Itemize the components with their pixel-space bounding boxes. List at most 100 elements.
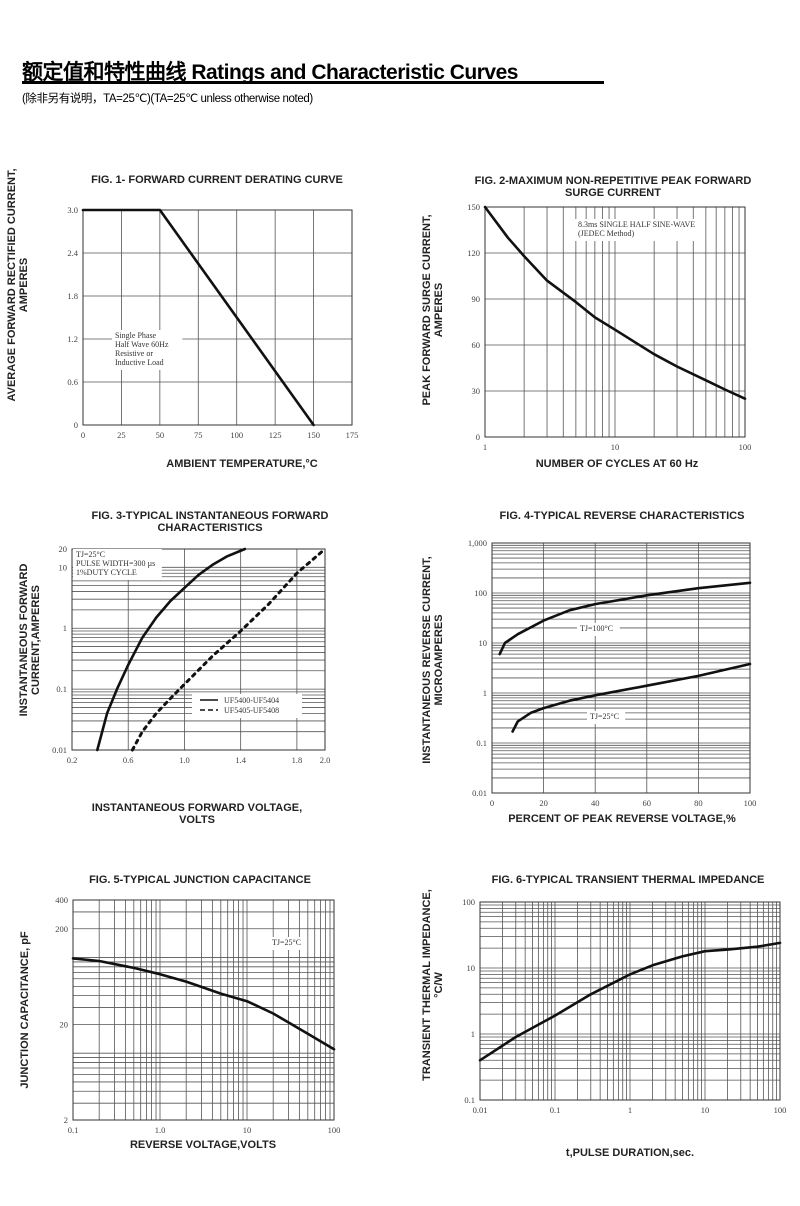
annotation-bg bbox=[575, 219, 706, 241]
y-tick-label: 100 bbox=[462, 897, 475, 907]
annotation-text: Single Phase bbox=[115, 331, 157, 340]
y-tick-label: 20 bbox=[60, 1019, 69, 1029]
plot-frame bbox=[82, 209, 353, 426]
y-tick-label: 60 bbox=[472, 340, 481, 350]
y-tick-label: 0.01 bbox=[52, 745, 67, 755]
x-tick-label: 100 bbox=[230, 430, 243, 440]
y-tick-label: 0.1 bbox=[476, 738, 487, 748]
y-tick-label: 0.01 bbox=[472, 788, 487, 798]
annotation-text: 8.3ms SINGLE HALF SINE-WAVE bbox=[578, 220, 695, 229]
y-tick-label: 120 bbox=[467, 248, 480, 258]
y-tick-label: 100 bbox=[474, 588, 487, 598]
x-tick-label: 150 bbox=[307, 430, 320, 440]
chart-fig-2: 1 10 100 0 30 60 90 120 150 FIG. 2-MAXIMUM NON-RE… bbox=[421, 175, 751, 470]
plot-frame bbox=[491, 542, 751, 794]
y-tick-label: 10 bbox=[479, 638, 488, 648]
chart-title: FIG. 2-MAXIMUM NON-REPETITIVE PEAK FORWA… bbox=[475, 175, 752, 187]
x-axis-label: AMBIENT TEMPERATURE,°C bbox=[166, 458, 318, 470]
x-tick-label: 175 bbox=[346, 430, 359, 440]
x-axis-label: NUMBER OF CYCLES AT 60 Hz bbox=[536, 458, 699, 470]
y-axis-label: MICROAMPERES bbox=[433, 614, 445, 705]
y-tick-label: 90 bbox=[472, 294, 481, 304]
y-axis-label: TRANSIENT THERMAL IMPEDANCE, bbox=[421, 889, 433, 1081]
y-tick-label: 1.8 bbox=[67, 291, 78, 301]
x-tick-label: 2.0 bbox=[320, 755, 331, 765]
x-tick-label: 1 bbox=[628, 1105, 632, 1115]
legend-label: UF5405-UF5408 bbox=[224, 706, 279, 715]
annotation-text: TJ=25°C bbox=[590, 712, 619, 721]
y-tick-label: 0.6 bbox=[67, 377, 78, 387]
chart-title: FIG. 6-TYPICAL TRANSIENT THERMAL IMPEDAN… bbox=[492, 874, 765, 886]
x-tick-label: 100 bbox=[739, 442, 752, 452]
x-tick-label: 1.8 bbox=[292, 755, 303, 765]
y-tick-label: 1,000 bbox=[468, 538, 487, 548]
annotation-text: TJ=25°C bbox=[272, 938, 301, 947]
y-tick-label: 1.2 bbox=[67, 334, 78, 344]
x-tick-label: 10 bbox=[701, 1105, 710, 1115]
chart-fig-5: 0.1 1.0 10 100 2 20 200 400 FIG. 5-TYPICAL JUNCT… bbox=[19, 874, 340, 1151]
annotation-bg bbox=[269, 937, 308, 950]
y-tick-label: 0 bbox=[476, 432, 480, 442]
annotation-text: TJ=100°C bbox=[580, 624, 613, 633]
y-tick-label: 20 bbox=[59, 544, 68, 554]
y-tick-label: 2.4 bbox=[67, 248, 78, 258]
conditions-note: (除非另有说明，TA=25℃)(TA=25℃ unless otherwise … bbox=[22, 93, 313, 105]
y-tick-label: 3.0 bbox=[67, 205, 78, 215]
x-tick-label: 25 bbox=[117, 430, 126, 440]
plot-frame bbox=[72, 899, 335, 1121]
y-tick-label: 30 bbox=[472, 386, 481, 396]
y-tick-label: 1 bbox=[63, 623, 67, 633]
annotation-bg bbox=[587, 711, 626, 724]
x-axis-label: VOLTS bbox=[179, 814, 215, 826]
y-tick-label: 1 bbox=[471, 1029, 475, 1039]
series-line-2 bbox=[130, 547, 327, 752]
chart-title: FIG. 4-TYPICAL REVERSE CHARACTERISTICS bbox=[500, 510, 745, 522]
x-tick-label: 50 bbox=[156, 430, 165, 440]
annotation-bg bbox=[577, 623, 620, 636]
annotation-bg bbox=[112, 330, 183, 370]
series-line-1 bbox=[96, 547, 247, 752]
y-tick-label: 150 bbox=[467, 202, 480, 212]
annotation-text: Half Wave 60Hz bbox=[115, 340, 169, 349]
x-tick-label: 10 bbox=[611, 442, 620, 452]
y-tick-label: 0.1 bbox=[464, 1095, 475, 1105]
y-tick-label: 2 bbox=[64, 1115, 68, 1125]
x-tick-label: 0.1 bbox=[68, 1125, 79, 1135]
series-line-1 bbox=[483, 205, 747, 401]
annotation-text: Resistive or bbox=[115, 349, 153, 358]
annotation-text: 1%DUTY CYCLE bbox=[76, 568, 137, 577]
page-heading: 额定值和特性曲线 Ratings and Characteristic Curv… bbox=[22, 61, 518, 84]
x-tick-label: 40 bbox=[591, 798, 600, 808]
chart-title: FIG. 5-TYPICAL JUNCTION CAPACITANCE bbox=[89, 874, 311, 886]
annotation-text: TJ=25°C bbox=[76, 550, 105, 559]
x-tick-label: 100 bbox=[328, 1125, 341, 1135]
x-tick-label: 0.6 bbox=[123, 755, 134, 765]
x-tick-label: 125 bbox=[269, 430, 282, 440]
y-axis-label: AMPERES bbox=[18, 258, 30, 312]
y-axis-label: INSTANTANEOUS REVERSE CURRENT, bbox=[421, 556, 433, 763]
y-axis-label: AMPERES bbox=[433, 283, 445, 337]
x-tick-label: 100 bbox=[744, 798, 757, 808]
chart-title: FIG. 3-TYPICAL INSTANTANEOUS FORWARD bbox=[92, 510, 329, 522]
y-tick-label: 400 bbox=[55, 895, 68, 905]
legend-bg bbox=[192, 694, 302, 718]
y-tick-label: 200 bbox=[55, 924, 68, 934]
legend-label: UF5400-UF5404 bbox=[224, 696, 279, 705]
x-tick-label: 1.0 bbox=[179, 755, 190, 765]
chart-fig-4: 0 20 40 60 80 100 0.01 0.1 1 10 100 1,000 FIG. 4-TYP… bbox=[421, 510, 756, 825]
x-tick-label: 0.1 bbox=[550, 1105, 561, 1115]
x-tick-label: 80 bbox=[694, 798, 703, 808]
plot-frame bbox=[71, 548, 326, 751]
x-axis-label: INSTANTANEOUS FORWARD VOLTAGE, bbox=[92, 802, 302, 814]
x-tick-label: 60 bbox=[643, 798, 652, 808]
x-tick-label: 0 bbox=[81, 430, 85, 440]
series-line-1 bbox=[71, 957, 336, 1051]
y-tick-label: 10 bbox=[467, 963, 476, 973]
annotation-bg bbox=[73, 549, 162, 580]
y-tick-label: 10 bbox=[59, 562, 68, 572]
chart-fig-1: 0 25 50 75 100 125 150 175 0 0.6 1.2 1.8 2.4 3.0 FIG. … bbox=[6, 168, 358, 470]
x-axis-label: t,PULSE DURATION,sec. bbox=[566, 1147, 694, 1159]
annotation-text: (JEDEC Method) bbox=[578, 229, 635, 238]
